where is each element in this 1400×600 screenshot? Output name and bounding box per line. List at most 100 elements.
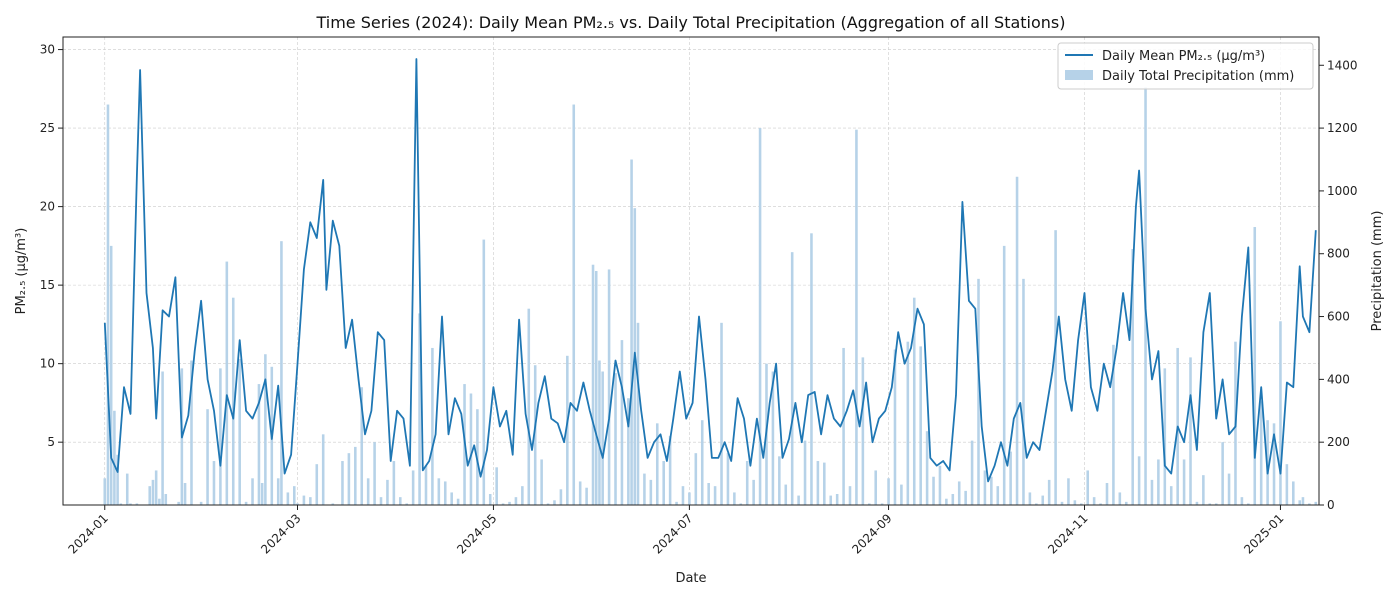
y-right-tick-label: 1400: [1327, 58, 1358, 72]
precipitation-bar: [212, 461, 216, 505]
precipitation-bar: [713, 486, 717, 505]
y-left-tick-label: 25: [40, 121, 55, 135]
precipitation-bar: [286, 492, 290, 505]
precipitation-bar: [1157, 459, 1160, 505]
precipitation-bar: [183, 483, 187, 505]
precipitation-bar: [1301, 497, 1305, 505]
precipitation-bar: [1092, 497, 1096, 505]
precipitation-bar: [964, 490, 967, 505]
precipitation-bar: [803, 440, 807, 505]
precipitation-bar: [829, 495, 833, 505]
precipitation-bar: [745, 461, 749, 505]
precipitation-bar: [1015, 176, 1019, 506]
precipitation-bar: [855, 129, 858, 505]
precipitation-bar: [238, 358, 241, 505]
precipitation-bar: [135, 503, 139, 505]
precipitation-bar: [585, 487, 588, 505]
precipitation-bar: [893, 349, 897, 505]
precipitation-bar: [495, 467, 498, 505]
precipitation-bar: [1073, 500, 1077, 505]
precipitation-bar: [264, 354, 267, 505]
precipitation-bar: [739, 503, 743, 505]
precipitation-bar: [1169, 486, 1173, 505]
precipitation-bar: [1028, 492, 1032, 505]
precipitation-bar: [116, 454, 119, 505]
precipitation-bar: [990, 476, 993, 505]
precipitation-bar: [109, 245, 113, 505]
precipitation-bar: [790, 252, 794, 505]
precipitation-bar: [331, 503, 335, 505]
precipitation-bar: [546, 503, 550, 505]
y-left-tick-label: 20: [40, 200, 55, 214]
precipitation-bar: [292, 486, 296, 505]
precipitation-bar: [113, 410, 116, 505]
precipitation-bar: [970, 440, 974, 505]
precipitation-bar: [1272, 423, 1276, 505]
y-right-tick-label: 800: [1327, 247, 1350, 261]
precipitation-bar: [675, 501, 678, 505]
precipitation-bar: [260, 483, 264, 505]
x-tick-label: 2024-11: [1045, 511, 1090, 556]
precipitation-bar: [379, 497, 383, 505]
precipitation-bar: [1227, 473, 1231, 505]
precipitation-bar: [797, 495, 800, 505]
precipitation-bar: [559, 489, 563, 505]
precipitation-bar: [296, 503, 299, 505]
precipitation-bar: [752, 479, 755, 505]
precipitation-bar: [151, 479, 155, 505]
precipitation-bar: [521, 486, 524, 505]
precipitation-bar: [251, 478, 254, 505]
precipitation-bar: [225, 261, 229, 505]
precipitation-bar: [341, 461, 344, 505]
precipitation-bar: [1279, 321, 1282, 505]
precipitation-bar: [231, 297, 235, 505]
precipitation-bar: [302, 495, 306, 505]
precipitation-bar: [1259, 401, 1263, 505]
legend-label-precipitation: Daily Total Precipitation (mm): [1102, 69, 1294, 84]
precipitation-bar: [733, 492, 736, 505]
precipitation-bar: [199, 501, 203, 505]
precipitation-bar: [347, 453, 351, 505]
precipitation-bar: [431, 347, 434, 505]
y-right-tick-label: 1200: [1327, 121, 1358, 135]
precipitation-bar: [366, 478, 370, 505]
precipitation-bar: [996, 486, 1000, 505]
precipitation-bar: [469, 393, 473, 505]
precipitation-bar: [906, 341, 910, 505]
precipitation-bar: [161, 371, 164, 505]
y-left-axis-title: PM₂.₅ (µg/m³): [14, 228, 29, 315]
precipitation-bar: [1208, 503, 1212, 505]
x-tick-label: 2024-09: [849, 511, 894, 556]
precipitation-bar: [598, 360, 601, 505]
y-right-tick-label: 0: [1327, 498, 1335, 512]
precipitation-bar: [1054, 230, 1057, 505]
precipitation-bar: [572, 104, 576, 505]
precipitation-bar: [527, 308, 531, 505]
precipitation-bar: [1022, 278, 1025, 505]
precipitation-bar: [321, 434, 325, 505]
precipitation-bar: [823, 462, 826, 505]
precipitation-bar: [1060, 501, 1064, 505]
precipitation-bar: [880, 503, 884, 505]
precipitation-bar: [1112, 344, 1115, 505]
y-right-tick-label: 400: [1327, 372, 1350, 386]
legend-bar-swatch: [1065, 70, 1093, 80]
precipitation-bar: [1118, 492, 1122, 505]
precipitation-bar: [912, 297, 916, 505]
precipitation-bar: [707, 483, 710, 505]
precipitation-bar: [861, 357, 865, 505]
precipitation-bar: [636, 322, 640, 505]
precipitation-bar: [607, 269, 611, 505]
precipitation-bar: [1047, 479, 1051, 505]
precipitation-bar: [257, 384, 261, 505]
precipitation-bar: [1298, 500, 1302, 505]
precipitation-bar: [668, 435, 672, 505]
precipitation-bar: [1202, 475, 1205, 505]
y-left-axis-ticks: 5 10 15 20 25 30: [40, 43, 63, 449]
precipitation-bar: [1292, 481, 1295, 505]
precipitation-bar: [874, 470, 877, 505]
precipitation-bar: [125, 473, 129, 505]
precipitation-bar: [778, 456, 781, 505]
precipitation-bar: [1221, 442, 1224, 505]
